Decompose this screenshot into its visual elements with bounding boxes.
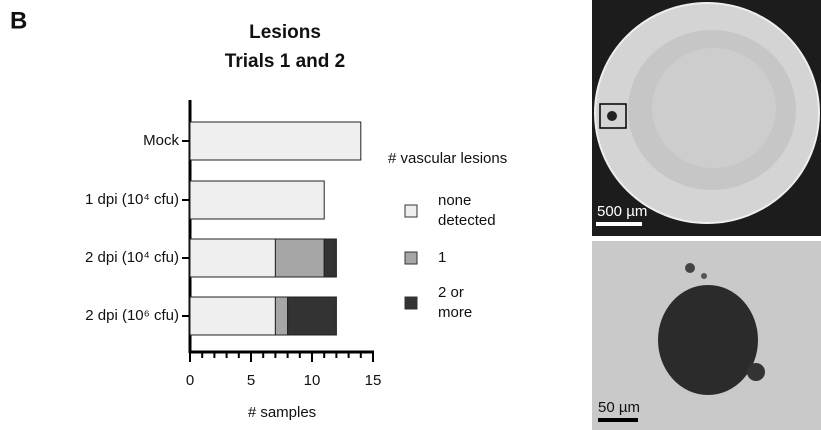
photo-bottom: 50 µm — [592, 241, 821, 430]
y-tick-label: 2 dpi (10⁴ cfu) — [85, 249, 179, 266]
bar — [189, 238, 276, 278]
x-axis-label: # samples — [248, 404, 316, 421]
bar — [189, 180, 325, 220]
x-tick-label: 0 — [186, 372, 194, 389]
scale-label: 500 µm — [597, 203, 647, 220]
legend-swatch — [404, 251, 418, 265]
y-tick-label: 2 dpi (10⁶ cfu) — [85, 307, 179, 324]
legend-title: # vascular lesions — [388, 150, 507, 167]
bar — [274, 238, 325, 278]
bar — [287, 296, 337, 336]
bar — [189, 296, 276, 336]
bar — [189, 121, 362, 161]
bar — [274, 296, 289, 336]
photo-top: 500 µm — [592, 0, 821, 236]
legend-item: none detected — [438, 192, 496, 229]
chart-subtitle: Trials 1 and 2 — [225, 51, 345, 72]
legend-swatch — [404, 204, 418, 218]
panel-label: B — [10, 7, 27, 34]
y-tick-label: Mock — [143, 132, 179, 149]
legend-label: none detected — [438, 192, 496, 229]
x-tick-label: 5 — [247, 372, 255, 389]
x-tick-label: 15 — [365, 372, 382, 389]
legend-item: 1 — [438, 249, 447, 266]
bar — [323, 238, 337, 278]
chart-title: Lesions — [249, 22, 321, 43]
legend-item: 2 or more — [438, 284, 473, 321]
x-tick-label: 10 — [304, 372, 321, 389]
y-tick-label: 1 dpi (10⁴ cfu) — [85, 191, 179, 208]
legend-swatch — [404, 296, 418, 310]
legend-label: 2 or more — [438, 284, 473, 321]
scale-label: 50 µm — [598, 399, 640, 416]
legend-label: 1 — [438, 249, 447, 266]
